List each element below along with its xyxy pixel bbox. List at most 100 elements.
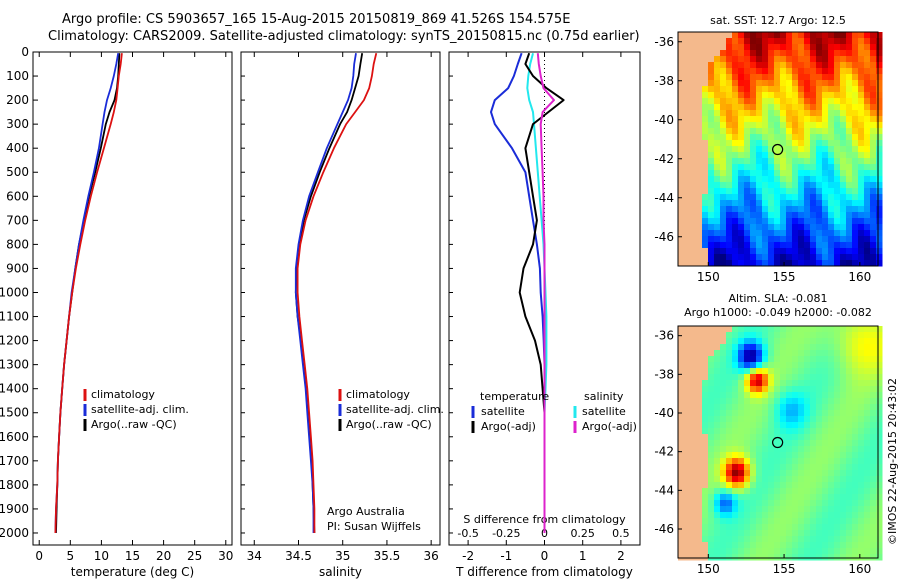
ocean-cell <box>786 206 793 213</box>
ocean-cell <box>708 500 715 507</box>
ocean-cell <box>864 242 871 249</box>
ocean-cell <box>732 410 739 417</box>
land-cell <box>690 446 697 453</box>
ocean-cell <box>804 116 811 123</box>
land-cell <box>684 548 691 555</box>
ocean-cell <box>876 170 883 177</box>
ocean-cell <box>750 194 757 201</box>
ocean-cell <box>768 200 775 207</box>
salinity-difference-tick-label: 0.25 <box>570 527 595 540</box>
ocean-cell <box>846 446 853 453</box>
ocean-cell <box>726 542 733 549</box>
salinity-legend-label: climatology <box>346 388 410 401</box>
ocean-cell <box>726 482 733 489</box>
ocean-cell <box>858 128 865 135</box>
ocean-cell <box>750 200 757 207</box>
ocean-cell <box>840 350 847 357</box>
ocean-cell <box>744 548 751 555</box>
ocean-cell <box>846 338 853 345</box>
ocean-cell <box>864 554 871 561</box>
ocean-cell <box>858 62 865 69</box>
ocean-cell <box>744 356 751 363</box>
ocean-cell <box>744 200 751 207</box>
ocean-cell <box>816 74 823 81</box>
ocean-cell <box>828 128 835 135</box>
ocean-cell <box>762 32 769 39</box>
ocean-cell <box>786 386 793 393</box>
ocean-cell <box>726 458 733 465</box>
ocean-cell <box>798 518 805 525</box>
ocean-cell <box>774 128 781 135</box>
temperature-series-satellite <box>54 53 120 534</box>
ocean-cell <box>792 554 799 561</box>
ocean-cell <box>876 530 883 537</box>
ocean-cell <box>846 326 853 333</box>
ocean-cell <box>798 152 805 159</box>
ocean-cell <box>762 548 769 555</box>
ocean-cell <box>822 404 829 411</box>
ocean-cell <box>858 38 865 45</box>
ocean-cell <box>870 530 877 537</box>
ocean-cell <box>792 116 799 123</box>
land-cell <box>690 242 697 249</box>
ocean-cell <box>828 440 835 447</box>
ocean-cell <box>870 404 877 411</box>
ocean-cell <box>834 470 841 477</box>
ocean-cell <box>774 542 781 549</box>
sst-map-title: sat. SST: 12.7 Argo: 12.5 <box>710 14 846 27</box>
sla-map-argo-marker <box>772 436 784 449</box>
ocean-cell <box>720 482 727 489</box>
ocean-cell <box>852 200 859 207</box>
ocean-cell <box>876 230 883 237</box>
ocean-cell <box>828 446 835 453</box>
ocean-cell <box>708 86 715 93</box>
ocean-cell <box>708 224 715 231</box>
land-cell <box>696 368 703 375</box>
land-cell <box>678 32 685 39</box>
ocean-cell <box>780 62 787 69</box>
ocean-cell <box>732 434 739 441</box>
ocean-cell <box>876 62 883 69</box>
ocean-cell <box>780 122 787 129</box>
land-cell <box>678 62 685 69</box>
land-cell <box>678 374 685 381</box>
ocean-cell <box>810 200 817 207</box>
ocean-cell <box>774 440 781 447</box>
ocean-cell <box>810 368 817 375</box>
ocean-cell <box>846 506 853 513</box>
ocean-cell <box>810 548 817 555</box>
ocean-cell <box>792 512 799 519</box>
ocean-cell <box>834 374 841 381</box>
ocean-cell <box>780 530 787 537</box>
land-cell <box>696 158 703 165</box>
land-cell <box>690 194 697 201</box>
ocean-cell <box>870 434 877 441</box>
ocean-cell <box>876 44 883 51</box>
ocean-cell <box>876 434 883 441</box>
ocean-cell <box>834 530 841 537</box>
ocean-cell <box>726 68 733 75</box>
ocean-cell <box>732 92 739 99</box>
ocean-cell <box>816 356 823 363</box>
ocean-cell <box>732 404 739 411</box>
ocean-cell <box>840 38 847 45</box>
ocean-cell <box>762 86 769 93</box>
ocean-cell <box>768 524 775 531</box>
ocean-cell <box>762 110 769 117</box>
ocean-cell <box>876 506 883 513</box>
ocean-cell <box>804 224 811 231</box>
ocean-cell <box>846 152 853 159</box>
ocean-cell <box>786 140 793 147</box>
land-cell <box>696 422 703 429</box>
ocean-cell <box>816 536 823 543</box>
ocean-cell <box>762 464 769 471</box>
ocean-cell <box>738 236 745 243</box>
ocean-cell <box>792 176 799 183</box>
ocean-cell <box>714 146 721 153</box>
land-cell <box>720 326 727 333</box>
land-cell <box>684 452 691 459</box>
ocean-cell <box>822 44 829 51</box>
ocean-cell <box>732 458 739 465</box>
land-cell <box>702 338 709 345</box>
ocean-cell <box>708 206 715 213</box>
